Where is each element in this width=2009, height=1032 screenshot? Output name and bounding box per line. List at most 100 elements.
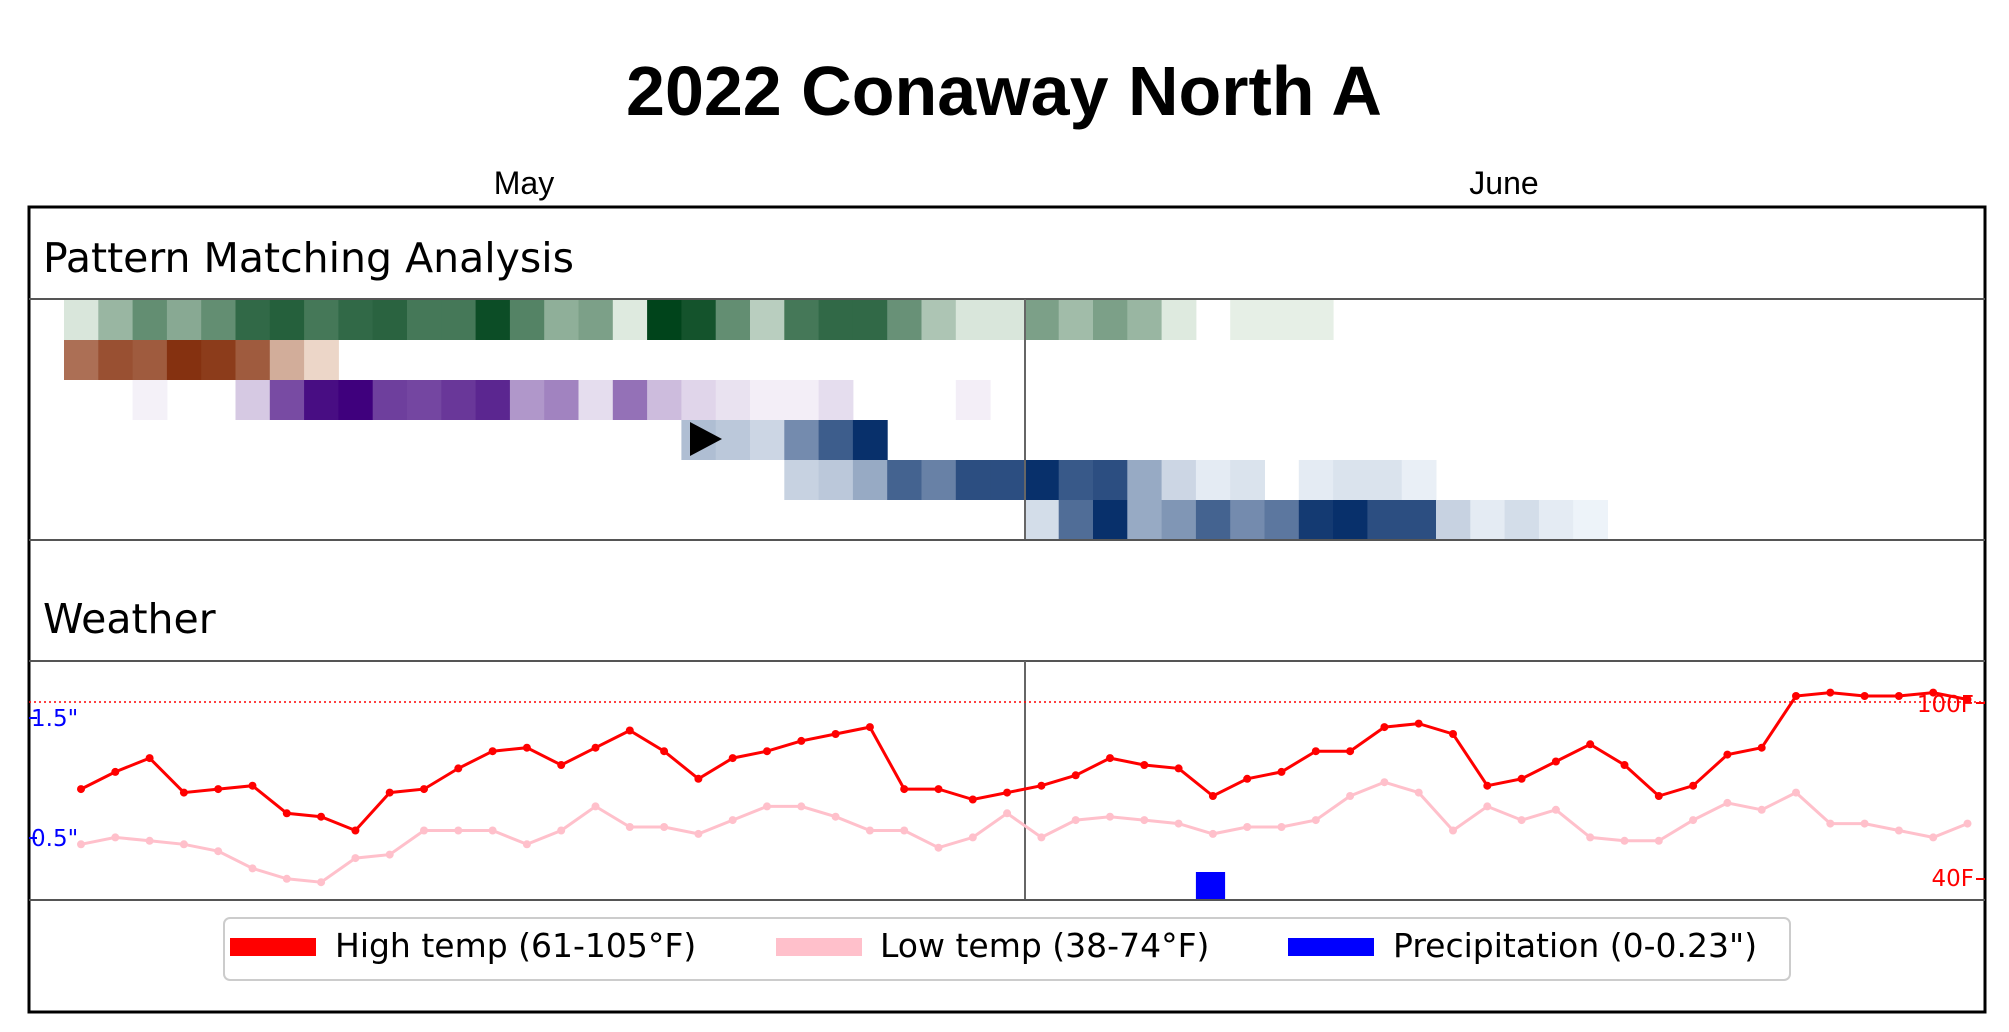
outer-frame [27,205,1987,1014]
low-temp-point [1106,812,1114,821]
high-temp-point [488,747,497,756]
high-temp-point [1689,781,1698,790]
heat-cell [201,300,236,340]
heat-cell [715,420,751,460]
heat-cell [372,300,408,340]
high-temp-point [1963,695,1972,704]
heat-cell [612,300,648,340]
heat-cell [784,460,820,500]
heat-cell [338,300,374,340]
high-temp-point [694,774,703,783]
heat-cell [1367,460,1403,500]
high-temp-point [763,747,771,756]
high-temp-point [385,788,394,797]
heat-cell [1298,500,1334,540]
high-temp-point [1380,723,1389,732]
low-temp-point [77,840,85,849]
high-temp-point [1208,792,1217,800]
high-temp-point [797,736,806,745]
heat-cell [1093,300,1128,340]
low-temp-point [1860,819,1869,828]
heat-cell [750,420,785,460]
high-temp-point [900,785,909,794]
heat-cell [990,300,1025,340]
heat-cell [921,460,957,500]
low-temp-point [1449,826,1457,835]
high-temp-point [1106,754,1114,763]
heat-cell [887,460,922,500]
high-temp-point [934,785,943,794]
high-temp-point [111,767,120,776]
heat-cell [1127,300,1163,340]
heat-cell [304,380,339,420]
heat-cell [1058,300,1094,340]
heat-cell [132,380,168,420]
heat-cell [64,340,99,380]
high-temp-point [1551,757,1560,766]
low-temp-series [77,778,1972,887]
high-temp-point [1483,781,1492,790]
heat-cell [1161,300,1197,340]
heat-cell [1161,500,1197,540]
low-temp-point [1894,826,1903,835]
legend-swatch-low [776,938,862,956]
high-temp-point [248,781,257,790]
heat-cell [269,300,305,340]
high-temp-point [1140,761,1149,769]
heat-cell [715,380,751,420]
low-temp-point [454,826,463,835]
heat-cell [647,380,682,420]
high-temp-point [1517,774,1526,783]
heat-cell [1127,500,1163,540]
low-temp-point [1208,829,1217,838]
heat-cell [750,380,785,420]
heat-cell [681,300,717,340]
low-temp-point [1243,823,1252,831]
low-temp-point [694,829,703,838]
heat-cell [407,300,442,340]
high-temp-point [282,809,291,818]
high-temp-point [317,812,326,821]
low-temp-point [660,823,669,831]
high-temp-point [1757,743,1766,752]
low-temp-point [1929,833,1938,842]
low-temp-point [831,812,840,821]
low-temp-point [248,864,257,873]
low-temp-point [214,847,223,856]
play-icon[interactable] [690,422,722,456]
high-temp-point [865,723,874,732]
low-temp-point [1003,809,1012,818]
legend-label-precip: Precipitation (0-0.23") [1393,926,1757,965]
low-temp-point [1963,819,1972,828]
high-temp-point [660,747,669,756]
heat-cell [647,300,682,340]
low-temp-point [625,823,634,831]
high-temp-point [1243,774,1252,783]
heat-cell [955,460,991,500]
high-temp-point [522,743,531,752]
chart-title: 2022 Conaway North A [626,52,1382,130]
high-temp-point [1003,788,1012,797]
low-temp-point [763,802,771,811]
precipitation-bar [1195,872,1226,899]
heat-cell [269,340,305,380]
low-temp-point [111,833,120,842]
heat-cell [784,380,820,420]
high-temp-point [1586,740,1595,749]
high-temp-point [145,754,154,763]
heat-cell [1161,460,1197,500]
heat-cell [1573,500,1608,540]
high-temp-point [1654,792,1663,800]
heat-cell [578,380,614,420]
heat-cell [818,420,854,460]
heat-cell [852,420,888,460]
heat-cell [1298,460,1334,500]
low-temp-point [420,826,428,835]
high-temp-point [1449,730,1457,738]
heat-cell [166,340,202,380]
low-temp-point [1757,805,1766,814]
temp-tick-label-40f: 40F [1932,866,1975,892]
heat-cell [990,460,1025,500]
heat-cell [715,300,751,340]
